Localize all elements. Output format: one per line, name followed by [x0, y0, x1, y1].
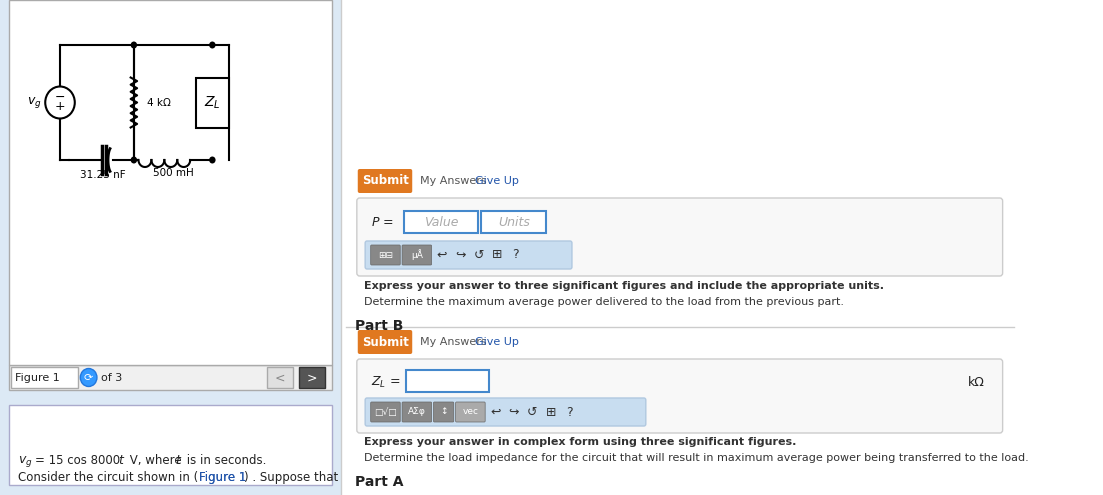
Text: ↪: ↪ [456, 248, 465, 261]
FancyBboxPatch shape [9, 0, 332, 365]
FancyBboxPatch shape [299, 367, 324, 388]
FancyBboxPatch shape [357, 169, 413, 193]
Text: Submit: Submit [362, 336, 409, 348]
Circle shape [130, 156, 137, 163]
Text: ⊞: ⊞ [492, 248, 503, 261]
Text: $v_g$: $v_g$ [19, 454, 33, 469]
Text: $Z_L$ =: $Z_L$ = [371, 374, 400, 390]
Text: >: > [307, 372, 317, 385]
Text: 31.25 nF: 31.25 nF [79, 170, 126, 180]
FancyBboxPatch shape [357, 198, 1003, 276]
Text: Figure 1: Figure 1 [200, 471, 247, 484]
Text: = 15 cos 8000: = 15 cos 8000 [35, 454, 120, 467]
FancyBboxPatch shape [196, 78, 228, 128]
Text: $P$ =: $P$ = [371, 216, 394, 230]
FancyBboxPatch shape [9, 365, 332, 390]
Text: Consider the circuit shown in (: Consider the circuit shown in ( [19, 471, 199, 484]
Text: Express your answer in complex form using three significant figures.: Express your answer in complex form usin… [364, 437, 796, 447]
Text: ↩: ↩ [437, 248, 447, 261]
FancyBboxPatch shape [0, 0, 341, 495]
FancyBboxPatch shape [404, 211, 478, 233]
Text: Figure 1: Figure 1 [200, 471, 247, 484]
Text: ⊞: ⊞ [546, 405, 556, 418]
FancyBboxPatch shape [433, 402, 453, 422]
Text: Part B: Part B [355, 319, 404, 333]
Text: Units: Units [497, 216, 529, 230]
FancyBboxPatch shape [371, 402, 400, 422]
FancyBboxPatch shape [267, 367, 293, 388]
FancyBboxPatch shape [365, 241, 572, 269]
Text: μÅ: μÅ [411, 249, 422, 260]
Text: is in seconds.: is in seconds. [183, 454, 266, 467]
Text: Give Up: Give Up [475, 176, 518, 186]
Circle shape [130, 42, 137, 49]
Text: ↺: ↺ [527, 405, 537, 418]
FancyBboxPatch shape [456, 402, 485, 422]
Text: □√□: □√□ [374, 407, 397, 416]
Text: Determine the maximum average power delivered to the load from the previous part: Determine the maximum average power deli… [364, 297, 844, 307]
FancyBboxPatch shape [9, 405, 332, 485]
Circle shape [45, 87, 75, 118]
Text: −: − [55, 91, 65, 104]
Text: +: + [55, 100, 65, 113]
Text: vec: vec [462, 407, 479, 416]
Text: of 3: of 3 [100, 373, 122, 383]
Text: ) . Suppose that: ) . Suppose that [244, 471, 338, 484]
Text: ↺: ↺ [473, 248, 484, 261]
Text: ⊞⊟: ⊞⊟ [378, 250, 393, 259]
FancyBboxPatch shape [403, 245, 431, 265]
Text: $t$: $t$ [118, 454, 126, 467]
FancyBboxPatch shape [403, 402, 431, 422]
Text: ⟳: ⟳ [84, 373, 94, 383]
Text: ?: ? [566, 405, 572, 418]
FancyBboxPatch shape [482, 211, 546, 233]
Text: $t$: $t$ [175, 454, 183, 467]
Text: $Z_L$: $Z_L$ [204, 95, 221, 111]
Text: V, where: V, where [127, 454, 186, 467]
FancyBboxPatch shape [406, 370, 489, 392]
Text: Submit: Submit [362, 175, 409, 188]
Circle shape [210, 156, 215, 163]
Text: Give Up: Give Up [475, 337, 518, 347]
Text: My Answers: My Answers [419, 176, 486, 186]
Text: ↕: ↕ [440, 407, 448, 416]
Text: $v_g$: $v_g$ [26, 95, 42, 110]
Text: ?: ? [512, 248, 518, 261]
Text: Figure 1: Figure 1 [14, 373, 60, 383]
FancyBboxPatch shape [365, 398, 646, 426]
Circle shape [210, 42, 215, 49]
FancyBboxPatch shape [11, 367, 77, 388]
Text: 4 kΩ: 4 kΩ [147, 98, 171, 107]
Text: Value: Value [424, 216, 458, 230]
Text: ↩: ↩ [490, 405, 501, 418]
Text: Determine the load impedance for the circuit that will result in maximum average: Determine the load impedance for the cir… [364, 453, 1029, 463]
FancyBboxPatch shape [371, 245, 400, 265]
Text: ΑΣφ: ΑΣφ [408, 407, 426, 416]
Circle shape [81, 368, 97, 387]
Text: <: < [275, 372, 286, 385]
Text: 500 mH: 500 mH [152, 168, 193, 178]
Text: Express your answer to three significant figures and include the appropriate uni: Express your answer to three significant… [364, 281, 885, 291]
FancyBboxPatch shape [357, 330, 413, 354]
Text: Part A: Part A [355, 475, 404, 489]
Text: My Answers: My Answers [419, 337, 486, 347]
FancyBboxPatch shape [357, 359, 1003, 433]
Text: kΩ: kΩ [968, 376, 985, 389]
Text: ↪: ↪ [508, 405, 520, 418]
